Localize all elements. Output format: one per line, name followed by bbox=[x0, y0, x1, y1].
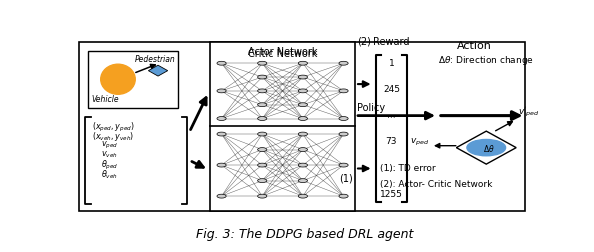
Circle shape bbox=[339, 132, 348, 136]
Circle shape bbox=[258, 117, 267, 120]
Circle shape bbox=[298, 132, 308, 136]
Bar bbox=[88, 51, 178, 108]
Text: Vehicle: Vehicle bbox=[91, 95, 119, 104]
Text: Reward: Reward bbox=[373, 37, 410, 47]
Text: (2): (2) bbox=[358, 37, 371, 47]
Text: Action: Action bbox=[457, 41, 492, 51]
Circle shape bbox=[339, 194, 348, 198]
Circle shape bbox=[258, 103, 267, 107]
Circle shape bbox=[298, 117, 308, 120]
Text: Policy: Policy bbox=[358, 103, 386, 113]
Circle shape bbox=[258, 179, 267, 182]
Circle shape bbox=[298, 194, 308, 198]
Text: 1255: 1255 bbox=[380, 190, 403, 199]
Text: Pedestrian: Pedestrian bbox=[135, 55, 176, 65]
Text: ...: ... bbox=[387, 164, 396, 173]
Text: $\Delta\theta$: $\Delta\theta$ bbox=[483, 143, 494, 154]
Circle shape bbox=[258, 163, 267, 167]
Text: 73: 73 bbox=[386, 137, 397, 146]
Circle shape bbox=[467, 140, 505, 156]
Text: $v_{ped}$: $v_{ped}$ bbox=[410, 137, 429, 148]
Text: 1: 1 bbox=[388, 59, 394, 68]
Text: $v_{ped}$: $v_{ped}$ bbox=[101, 140, 118, 151]
Text: Critic Network: Critic Network bbox=[248, 49, 317, 59]
Circle shape bbox=[217, 194, 226, 198]
Circle shape bbox=[298, 103, 308, 107]
Text: $(x_{veh}, y_{veh})$: $(x_{veh}, y_{veh})$ bbox=[91, 130, 134, 143]
Circle shape bbox=[298, 89, 308, 93]
Circle shape bbox=[298, 179, 308, 182]
Circle shape bbox=[258, 148, 267, 151]
Text: $\theta_{ped}$: $\theta_{ped}$ bbox=[101, 159, 118, 172]
Text: $\Delta\theta$: Direction change: $\Delta\theta$: Direction change bbox=[438, 54, 534, 68]
Circle shape bbox=[339, 163, 348, 167]
Text: (1): (1) bbox=[339, 173, 353, 183]
Text: $(x_{ped}, y_{ped})$: $(x_{ped}, y_{ped})$ bbox=[91, 120, 134, 134]
Circle shape bbox=[258, 132, 267, 136]
Circle shape bbox=[217, 89, 226, 93]
Polygon shape bbox=[148, 65, 168, 76]
Text: ...: ... bbox=[387, 111, 396, 120]
Polygon shape bbox=[456, 131, 516, 164]
Text: (2): Actor- Critic Network: (2): Actor- Critic Network bbox=[380, 180, 493, 189]
Circle shape bbox=[298, 75, 308, 79]
Circle shape bbox=[217, 163, 226, 167]
Circle shape bbox=[339, 61, 348, 65]
Text: $v'_{ped}$: $v'_{ped}$ bbox=[517, 105, 539, 118]
Bar bbox=[79, 42, 526, 211]
Text: 245: 245 bbox=[383, 85, 400, 94]
Circle shape bbox=[217, 132, 226, 136]
Circle shape bbox=[217, 117, 226, 120]
Bar bbox=[210, 42, 355, 211]
Text: $v_{veh}$: $v_{veh}$ bbox=[101, 150, 118, 160]
Circle shape bbox=[258, 89, 267, 93]
Circle shape bbox=[339, 117, 348, 120]
Circle shape bbox=[217, 61, 226, 65]
Circle shape bbox=[298, 148, 308, 151]
Text: (1): TD error: (1): TD error bbox=[380, 164, 436, 173]
Ellipse shape bbox=[101, 64, 135, 94]
Circle shape bbox=[298, 163, 308, 167]
Text: Fig. 3: The DDPG based DRL agent: Fig. 3: The DDPG based DRL agent bbox=[196, 228, 413, 241]
Circle shape bbox=[258, 75, 267, 79]
Circle shape bbox=[339, 89, 348, 93]
Circle shape bbox=[258, 61, 267, 65]
Text: $\theta_{veh}$: $\theta_{veh}$ bbox=[101, 169, 118, 181]
Circle shape bbox=[258, 194, 267, 198]
Text: Actor Network: Actor Network bbox=[248, 47, 317, 57]
Circle shape bbox=[298, 61, 308, 65]
